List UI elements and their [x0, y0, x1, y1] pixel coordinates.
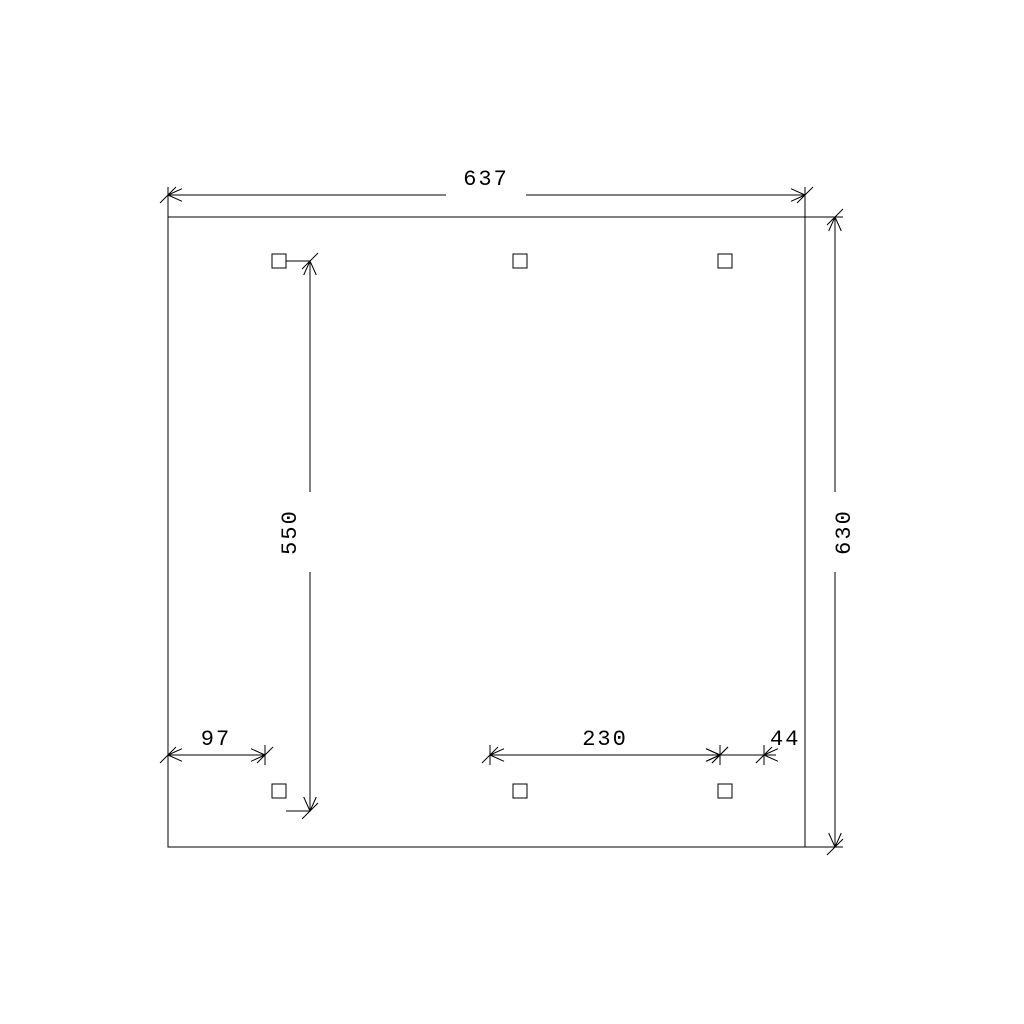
technical-drawing: 637 630 550 97 230 44 — [0, 0, 1024, 1024]
dim-left-97: 97 — [160, 727, 273, 765]
post-marker — [513, 784, 527, 798]
dim-label-97: 97 — [201, 727, 231, 752]
dim-right-height: 630 — [805, 209, 857, 855]
post-marker — [272, 254, 286, 268]
dim-mid-230: 230 — [482, 727, 728, 765]
post-marker — [272, 784, 286, 798]
dim-label-44: 44 — [770, 727, 800, 752]
dim-inner-height: 550 — [278, 253, 318, 819]
dim-label-630: 630 — [832, 509, 857, 555]
dim-label-637: 637 — [463, 167, 509, 192]
dim-right-44: 44 — [706, 727, 800, 765]
dim-label-550: 550 — [278, 509, 303, 555]
post-marker — [513, 254, 527, 268]
post-marker — [718, 784, 732, 798]
dim-top-width: 637 — [160, 167, 813, 217]
dim-label-230: 230 — [582, 727, 628, 752]
post-marker — [718, 254, 732, 268]
outline-rect — [168, 217, 805, 847]
